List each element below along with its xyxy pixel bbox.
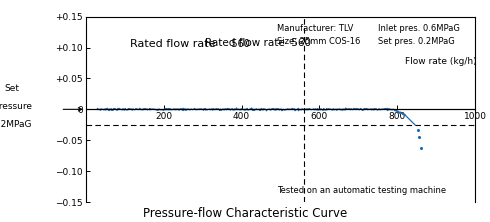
Text: Flow rate (kg/h): Flow rate (kg/h) bbox=[405, 57, 477, 66]
Point bbox=[417, 146, 425, 149]
Text: Rated flow rate  560: Rated flow rate 560 bbox=[204, 38, 311, 48]
Point bbox=[416, 135, 423, 139]
Text: Set: Set bbox=[5, 84, 20, 93]
Text: Rated flow rate: Rated flow rate bbox=[129, 40, 222, 50]
Text: Tested on an automatic testing machine: Tested on an automatic testing machine bbox=[277, 186, 446, 195]
Text: Inlet pres. 0.6MPaG
Set pres. 0.2MPaG: Inlet pres. 0.6MPaG Set pres. 0.2MPaG bbox=[378, 24, 460, 46]
Text: 560: 560 bbox=[222, 40, 250, 50]
Text: pressure: pressure bbox=[0, 102, 32, 111]
Point bbox=[414, 128, 421, 131]
Text: 0.2MPaG: 0.2MPaG bbox=[0, 120, 32, 129]
Text: Manufacturer: TLV
Size: 25mm COS-16: Manufacturer: TLV Size: 25mm COS-16 bbox=[277, 24, 360, 46]
Text: Pressure-flow Characteristic Curve: Pressure-flow Characteristic Curve bbox=[143, 207, 347, 220]
